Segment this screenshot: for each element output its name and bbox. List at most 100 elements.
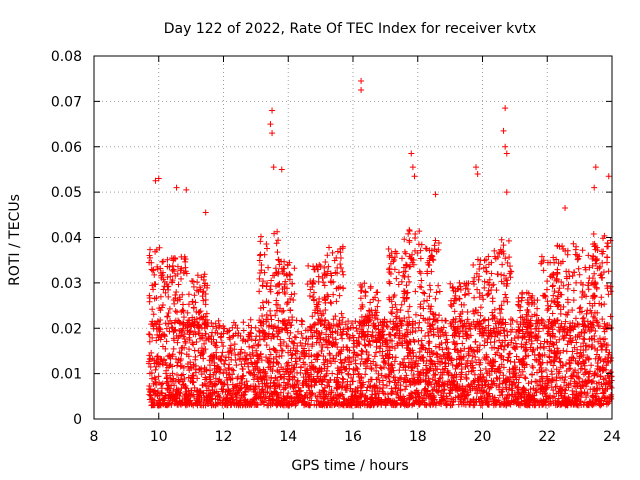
- data-point: [362, 365, 369, 372]
- data-point: [164, 378, 171, 385]
- data-point: [255, 342, 262, 349]
- data-point: [243, 378, 250, 385]
- data-point: [237, 332, 244, 339]
- data-point: [378, 372, 385, 379]
- data-point: [238, 346, 245, 353]
- data-point: [184, 363, 191, 370]
- data-point: [292, 334, 299, 341]
- data-point: [362, 371, 369, 378]
- data-point: [187, 359, 194, 366]
- data-point: [157, 336, 164, 343]
- data-point: [339, 391, 346, 398]
- data-point: [369, 337, 376, 344]
- data-point: [259, 386, 266, 393]
- data-point: [358, 387, 365, 394]
- data-point: [237, 385, 244, 392]
- data-point: [333, 339, 340, 346]
- data-point: [270, 363, 276, 370]
- data-point: [182, 339, 189, 346]
- data-point: [332, 358, 339, 365]
- data-point: [348, 358, 355, 365]
- data-point: [177, 363, 184, 370]
- data-point: [155, 373, 162, 380]
- data-point: [375, 370, 382, 377]
- data-point: [267, 358, 274, 365]
- data-point: [319, 344, 326, 351]
- data-point: [383, 382, 390, 389]
- data-point: [240, 327, 247, 334]
- data-point: [298, 363, 305, 370]
- data-point: [175, 386, 182, 393]
- data-point: [277, 389, 284, 396]
- data-point: [388, 390, 395, 397]
- data-point: [248, 336, 255, 343]
- data-point: [343, 387, 350, 394]
- data-point: [379, 327, 386, 334]
- data-point: [388, 337, 395, 344]
- data-point: [231, 341, 238, 348]
- data-point: [263, 342, 270, 349]
- data-point: [196, 398, 203, 405]
- data-point: [216, 376, 223, 383]
- data-point: [262, 370, 269, 377]
- data-point: [368, 365, 375, 372]
- y-tick-label: 0: [73, 412, 82, 428]
- data-point: [149, 334, 156, 341]
- data-point: [185, 353, 192, 360]
- data-point: [229, 396, 236, 403]
- data-point: [190, 373, 197, 380]
- data-point: [309, 341, 316, 348]
- data-point: [373, 339, 380, 346]
- data-point: [334, 344, 341, 351]
- data-point: [275, 317, 282, 324]
- data-point: [240, 319, 247, 326]
- data-point: [359, 391, 366, 398]
- data-point: [288, 352, 295, 359]
- data-point: [306, 363, 313, 370]
- data-point: [342, 321, 349, 328]
- data-point: [308, 352, 315, 359]
- data-point: [162, 320, 169, 327]
- data-point: [364, 363, 371, 370]
- data-point: [291, 364, 298, 371]
- data-point: [219, 349, 226, 356]
- data-point: [386, 378, 393, 385]
- y-tick-label: 0.06: [51, 140, 82, 156]
- data-point: [220, 343, 227, 350]
- data-point: [241, 361, 248, 368]
- data-point: [212, 375, 219, 382]
- grid-lines: [94, 56, 612, 419]
- data-point: [216, 365, 223, 372]
- data-point: [376, 379, 383, 386]
- data-point: [291, 374, 298, 381]
- data-point: [309, 390, 316, 397]
- data-points: [145, 77, 615, 409]
- data-point: [252, 337, 259, 344]
- data-point: [339, 379, 346, 386]
- data-point: [382, 360, 389, 367]
- data-point: [308, 371, 315, 378]
- data-point: [181, 344, 188, 351]
- data-point: [208, 320, 215, 327]
- data-point: [297, 339, 304, 346]
- data-point: [162, 345, 169, 352]
- data-point: [207, 391, 214, 398]
- data-point: [171, 382, 178, 389]
- data-point: [378, 398, 385, 405]
- data-point: [286, 335, 293, 342]
- data-point: [243, 352, 250, 359]
- data-point: [320, 353, 327, 360]
- data-point: [353, 365, 360, 372]
- data-point: [166, 385, 173, 392]
- data-point: [186, 398, 193, 405]
- data-point: [317, 336, 324, 343]
- data-point: [344, 354, 351, 361]
- data-point: [353, 351, 360, 358]
- data-point: [210, 336, 217, 343]
- data-point: [159, 390, 166, 397]
- data-point: [192, 369, 199, 376]
- data-point: [202, 346, 209, 353]
- data-point: [171, 337, 178, 344]
